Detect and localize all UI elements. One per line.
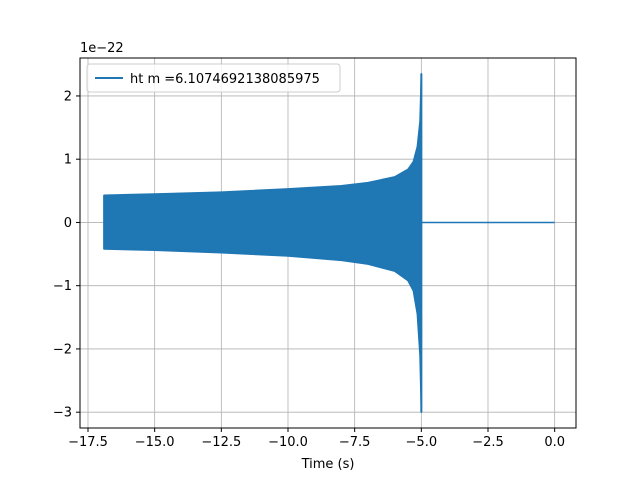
- legend-entry-label: ht m =6.1074692138085975: [130, 72, 320, 87]
- plot-series: [103, 73, 555, 413]
- plot-frame: [79, 57, 577, 429]
- y-axis-ticks: −3 −2 −1 0 1 2: [53, 89, 80, 421]
- x-axis-ticks: −17.5 −15.0 −12.5 −10.0 −7.5 −5.0 −2.5 0.0: [68, 428, 565, 450]
- x-tick-label: −12.5: [201, 435, 241, 450]
- y-tick-label: 2: [64, 89, 72, 104]
- y-tick-label: 0: [64, 216, 72, 231]
- y-tick-label: −1: [53, 279, 72, 294]
- x-tick-label: −17.5: [68, 435, 108, 450]
- y-tick-label: 1: [64, 153, 72, 168]
- legend-box: [86, 63, 341, 93]
- y-scale-label: 1e−22: [80, 41, 124, 56]
- x-axis-label: Time (s): [301, 457, 355, 472]
- x-tick-label: −15.0: [135, 435, 175, 450]
- x-tick-label: −7.5: [339, 435, 371, 450]
- x-tick-label: −10.0: [268, 435, 308, 450]
- y-tick-label: −2: [53, 342, 72, 357]
- y-tick-label: −3: [53, 406, 72, 421]
- x-tick-label: 0.0: [544, 435, 565, 450]
- x-tick-label: −2.5: [472, 435, 504, 450]
- series-waveform-band: [103, 73, 423, 413]
- x-tick-label: −5.0: [406, 435, 438, 450]
- legend: ht m =6.1074692138085975: [86, 63, 341, 93]
